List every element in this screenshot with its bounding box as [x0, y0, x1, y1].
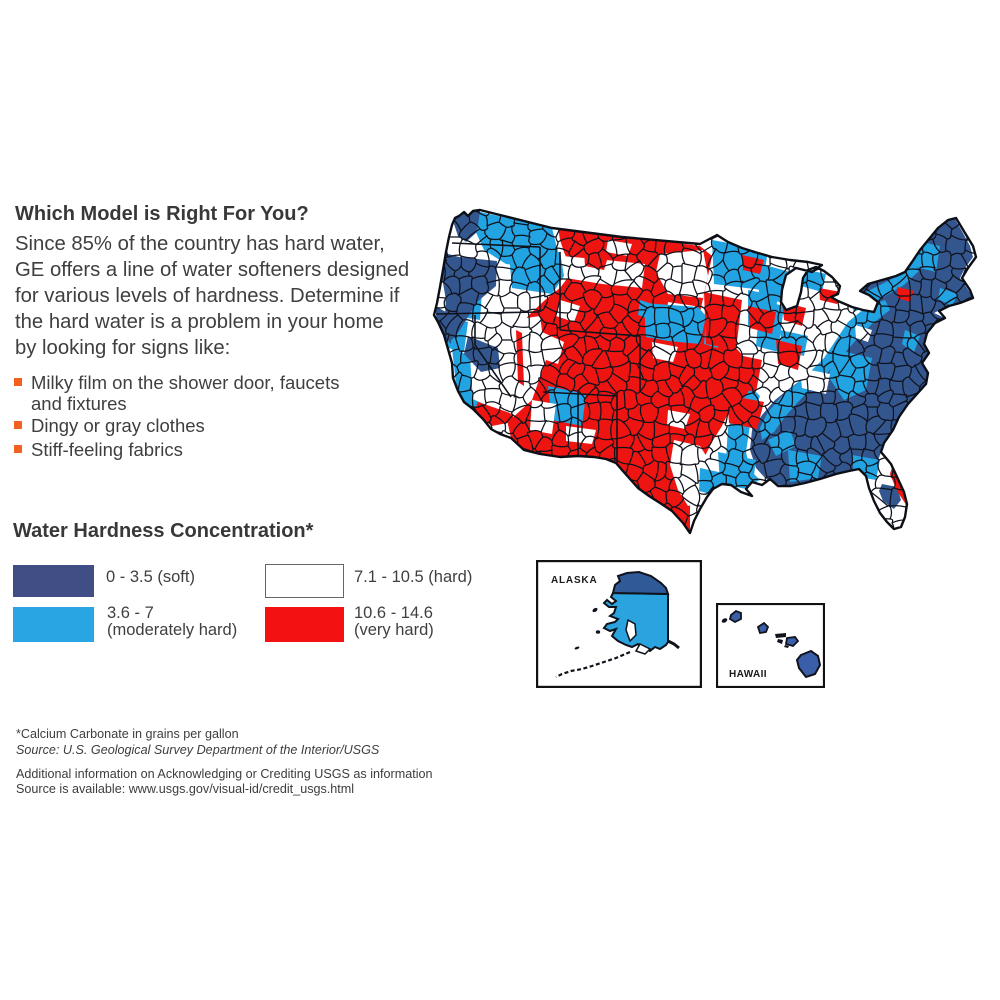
svg-text:HAWAII: HAWAII: [729, 669, 767, 680]
svg-text:ALASKA: ALASKA: [551, 575, 597, 586]
